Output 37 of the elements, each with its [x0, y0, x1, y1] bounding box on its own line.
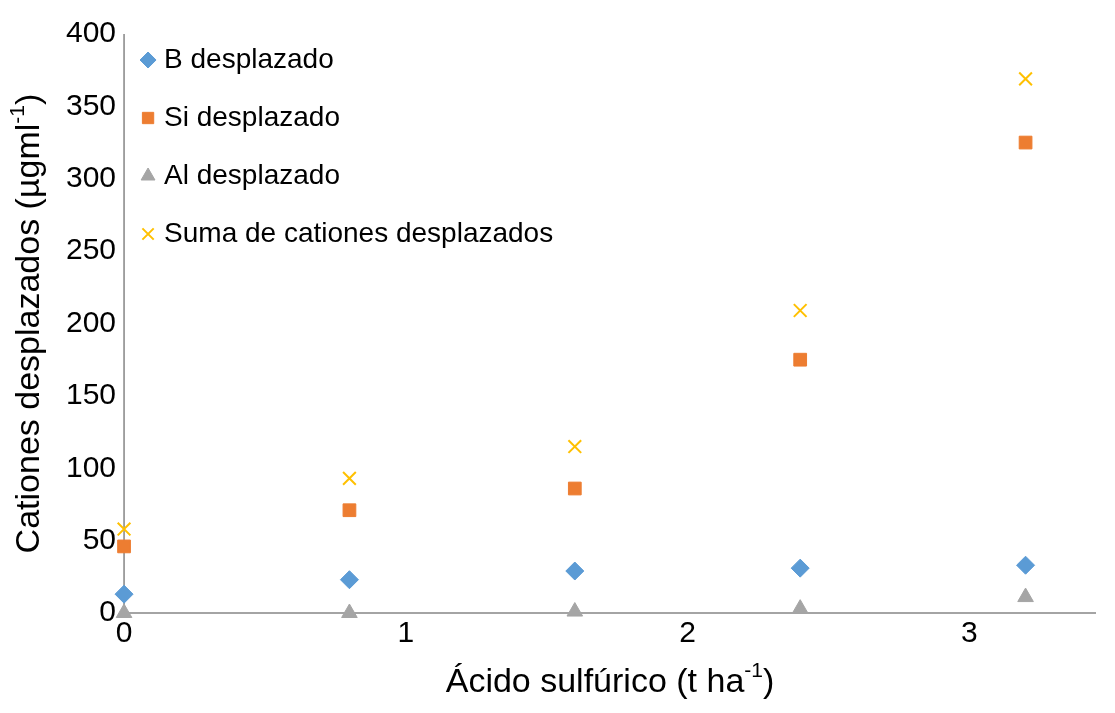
y-tick-label: 50: [82, 521, 117, 555]
y-tick-label: 200: [65, 304, 117, 338]
point: [115, 603, 133, 618]
point: [1018, 71, 1033, 87]
x-tick-label: 2: [679, 615, 696, 649]
y-tick-label: 150: [65, 377, 117, 411]
y-axis-title: Cationes desplazados (µgml-1): [4, 93, 47, 554]
point: [791, 599, 809, 614]
point: [567, 439, 583, 454]
y-tick-label: 400: [65, 15, 117, 49]
legend-label: Al desplazado: [164, 158, 340, 190]
point: [342, 503, 357, 518]
point: [566, 602, 584, 617]
legend-label: Suma de cationes desplazados: [164, 216, 554, 248]
point: [793, 352, 808, 367]
point: [341, 603, 358, 618]
point: [117, 539, 131, 554]
point: [1016, 555, 1036, 575]
point: [565, 561, 585, 581]
point: [1018, 135, 1033, 150]
legend-label: B desplazado: [164, 42, 334, 74]
y-tick-label: 250: [65, 232, 117, 266]
y-tick-label: 0: [99, 594, 117, 628]
legend-label: Si desplazado: [164, 100, 340, 132]
point: [342, 471, 357, 486]
point: [339, 570, 359, 590]
y-tick-label: 100: [65, 449, 117, 483]
x-tick-label: 3: [960, 615, 978, 649]
point: [792, 303, 808, 318]
x-tick-label: 1: [397, 615, 415, 649]
point: [790, 558, 810, 578]
y-tick-label: 300: [65, 160, 117, 194]
y-tick-label: 350: [65, 87, 117, 121]
point: [116, 521, 132, 537]
point: [567, 481, 582, 496]
point: [1017, 587, 1034, 603]
point: [114, 584, 134, 604]
